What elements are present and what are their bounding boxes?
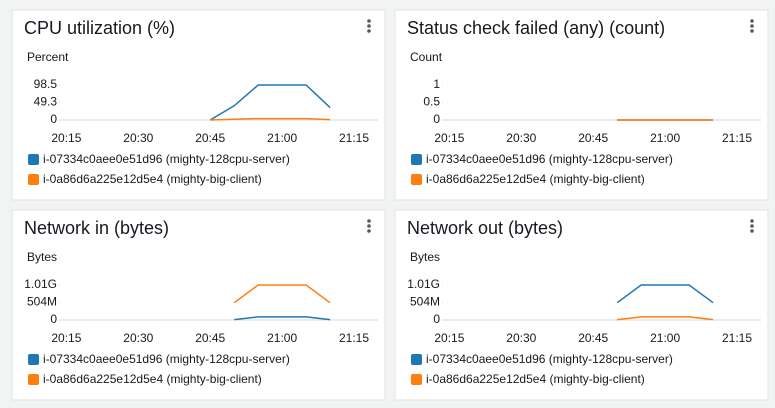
menu-dot <box>750 24 754 28</box>
menu-dot <box>367 224 371 228</box>
legend-label[interactable]: i-0a86d6a225e12d5e4 (mighty-big-client) <box>43 172 262 186</box>
legend-swatch[interactable] <box>411 174 422 185</box>
x-tick-label: 21:00 <box>267 331 297 345</box>
x-tick-label: 21:00 <box>650 331 680 345</box>
y-tick-label: 1.01G <box>24 277 57 291</box>
chart-title: Network in (bytes) <box>24 218 169 238</box>
legend-swatch[interactable] <box>411 154 422 165</box>
x-tick-label: 21:00 <box>650 131 680 145</box>
y-axis-label: Bytes <box>410 250 440 264</box>
legend-swatch[interactable] <box>28 374 39 385</box>
data-line <box>210 117 331 121</box>
y-tick-label: 1.01G <box>407 277 440 291</box>
legend-label[interactable]: i-0a86d6a225e12d5e4 (mighty-big-client) <box>426 172 645 186</box>
legend-swatch[interactable] <box>411 374 422 385</box>
legend-label[interactable]: i-07334c0aee0e51d96 (mighty-128cpu-serve… <box>43 352 290 366</box>
legend-swatch[interactable] <box>28 154 39 165</box>
data-line <box>616 284 714 304</box>
y-tick-label: 504M <box>410 295 440 309</box>
legend-label[interactable]: i-07334c0aee0e51d96 (mighty-128cpu-serve… <box>426 152 673 166</box>
menu-dot <box>367 19 371 23</box>
x-tick-label: 20:30 <box>123 331 153 345</box>
menu-dot <box>750 219 754 223</box>
data-line <box>209 84 331 121</box>
chart-title: Status check failed (any) (count) <box>407 18 665 38</box>
y-tick-label: 504M <box>27 295 57 309</box>
y-tick-label: 0 <box>50 312 57 326</box>
data-line <box>234 316 331 321</box>
y-axis-label: Bytes <box>27 250 57 264</box>
x-tick-label: 20:45 <box>578 131 608 145</box>
y-tick-label: 0 <box>433 312 440 326</box>
data-line <box>233 284 331 304</box>
y-tick-label: 49.3 <box>34 95 58 109</box>
menu-dot <box>750 224 754 228</box>
panel <box>394 209 769 401</box>
x-tick-label: 20:15 <box>434 131 464 145</box>
x-tick-label: 21:15 <box>722 131 752 145</box>
panel <box>11 9 386 201</box>
legend-label[interactable]: i-0a86d6a225e12d5e4 (mighty-big-client) <box>426 372 645 386</box>
x-tick-label: 21:15 <box>339 131 369 145</box>
legend-swatch[interactable] <box>28 354 39 365</box>
y-tick-label: 0.5 <box>423 95 440 109</box>
x-tick-label: 20:30 <box>123 131 153 145</box>
legend-swatch[interactable] <box>28 174 39 185</box>
chart-title: Network out (bytes) <box>407 218 563 238</box>
legend-label[interactable]: i-07334c0aee0e51d96 (mighty-128cpu-serve… <box>426 352 673 366</box>
panel <box>394 9 769 201</box>
x-tick-label: 20:45 <box>195 331 225 345</box>
legend-label[interactable]: i-0a86d6a225e12d5e4 (mighty-big-client) <box>43 372 262 386</box>
menu-dot <box>367 219 371 223</box>
y-tick-label: 0 <box>433 112 440 126</box>
menu-dot <box>367 229 371 233</box>
menu-dot <box>367 29 371 33</box>
menu-dot <box>367 24 371 28</box>
data-line <box>617 316 714 321</box>
menu-dot <box>750 229 754 233</box>
x-tick-label: 20:30 <box>506 331 536 345</box>
x-tick-label: 21:15 <box>722 331 752 345</box>
panel <box>11 209 386 401</box>
x-tick-label: 20:15 <box>434 331 464 345</box>
y-axis-label: Count <box>410 50 443 64</box>
y-tick-label: 98.5 <box>34 77 58 91</box>
y-tick-label: 1 <box>433 77 440 91</box>
menu-dot <box>750 29 754 33</box>
x-tick-label: 21:00 <box>267 131 297 145</box>
x-tick-label: 21:15 <box>339 331 369 345</box>
y-axis-label: Percent <box>27 50 69 64</box>
menu-dot <box>750 19 754 23</box>
x-tick-label: 20:45 <box>195 131 225 145</box>
y-tick-label: 0 <box>50 112 57 126</box>
x-tick-label: 20:30 <box>506 131 536 145</box>
chart-title: CPU utilization (%) <box>24 18 175 38</box>
x-tick-label: 20:45 <box>578 331 608 345</box>
legend-swatch[interactable] <box>411 354 422 365</box>
legend-label[interactable]: i-07334c0aee0e51d96 (mighty-128cpu-serve… <box>43 152 290 166</box>
x-tick-label: 20:15 <box>51 131 81 145</box>
x-tick-label: 20:15 <box>51 331 81 345</box>
